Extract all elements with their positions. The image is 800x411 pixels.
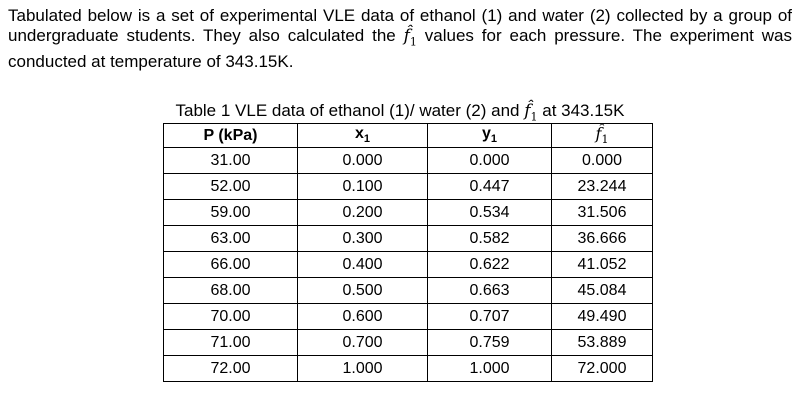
- header-f1: f̂1: [551, 123, 653, 148]
- intro-text-before: Tabulated below is a set of experimental…: [8, 6, 792, 45]
- fugacity-symbol: f̂1: [403, 26, 417, 49]
- cell-pressure: 52.00: [163, 173, 298, 200]
- cell-f1: 49.490: [551, 303, 653, 330]
- cell-y1: 0.663: [427, 277, 552, 304]
- cell-x1: 1.000: [297, 355, 428, 382]
- cell-f1: 23.244: [551, 173, 653, 200]
- caption-fugacity-symbol: f̂1: [524, 101, 538, 124]
- cell-y1: 0.534: [427, 199, 552, 226]
- vle-data-table: P (kPa) x1 y1 f̂1 31.00 0.000 0.000 0.00…: [163, 123, 653, 382]
- table-row: 72.00 1.000 1.000 72.000: [163, 355, 653, 382]
- cell-pressure: 59.00: [163, 199, 298, 226]
- cell-f1: 72.000: [551, 355, 653, 382]
- cell-x1: 0.300: [297, 225, 428, 252]
- cell-x1: 0.400: [297, 251, 428, 278]
- cell-x1: 0.700: [297, 329, 428, 356]
- cell-y1: 0.622: [427, 251, 552, 278]
- table-row: 31.00 0.000 0.000 0.000: [163, 147, 653, 174]
- cell-y1: 0.582: [427, 225, 552, 252]
- cell-f1: 36.666: [551, 225, 653, 252]
- cell-pressure: 72.00: [163, 355, 298, 382]
- cell-pressure: 70.00: [163, 303, 298, 330]
- cell-pressure: 66.00: [163, 251, 298, 278]
- cell-f1: 0.000: [551, 147, 653, 174]
- intro-text-after: values for each pressure. The experiment…: [8, 26, 792, 72]
- table-row: 71.00 0.700 0.759 53.889: [163, 329, 653, 356]
- header-x1: x1: [297, 123, 428, 148]
- cell-y1: 0.000: [427, 147, 552, 174]
- cell-x1: 0.200: [297, 199, 428, 226]
- cell-y1: 0.447: [427, 173, 552, 200]
- cell-y1: 0.759: [427, 329, 552, 356]
- cell-pressure: 68.00: [163, 277, 298, 304]
- cell-pressure: 63.00: [163, 225, 298, 252]
- cell-y1: 0.707: [427, 303, 552, 330]
- cell-x1: 0.000: [297, 147, 428, 174]
- intro-paragraph: Tabulated below is a set of experimental…: [8, 6, 792, 72]
- cell-y1: 1.000: [427, 355, 552, 382]
- table-row: 66.00 0.400 0.622 41.052: [163, 251, 653, 278]
- table-row: 59.00 0.200 0.534 31.506: [163, 199, 653, 226]
- caption-text-before: Table 1 VLE data of ethanol (1)/ water (…: [175, 101, 525, 120]
- cell-pressure: 31.00: [163, 147, 298, 174]
- header-pressure: P (kPa): [163, 123, 298, 148]
- cell-f1: 53.889: [551, 329, 653, 356]
- table-row: 68.00 0.500 0.663 45.084: [163, 277, 653, 304]
- cell-x1: 0.600: [297, 303, 428, 330]
- table-caption: Table 1 VLE data of ethanol (1)/ water (…: [0, 101, 800, 127]
- table-row: 70.00 0.600 0.707 49.490: [163, 303, 653, 330]
- cell-f1: 41.052: [551, 251, 653, 278]
- header-y1: y1: [427, 123, 552, 148]
- caption-text-after: at 343.15K: [537, 101, 625, 120]
- cell-f1: 45.084: [551, 277, 653, 304]
- cell-x1: 0.100: [297, 173, 428, 200]
- cell-f1: 31.506: [551, 199, 653, 226]
- table-row: 63.00 0.300 0.582 36.666: [163, 225, 653, 252]
- table-row: 52.00 0.100 0.447 23.244: [163, 173, 653, 200]
- cell-pressure: 71.00: [163, 329, 298, 356]
- table-header-row: P (kPa) x1 y1 f̂1: [163, 123, 653, 148]
- cell-x1: 0.500: [297, 277, 428, 304]
